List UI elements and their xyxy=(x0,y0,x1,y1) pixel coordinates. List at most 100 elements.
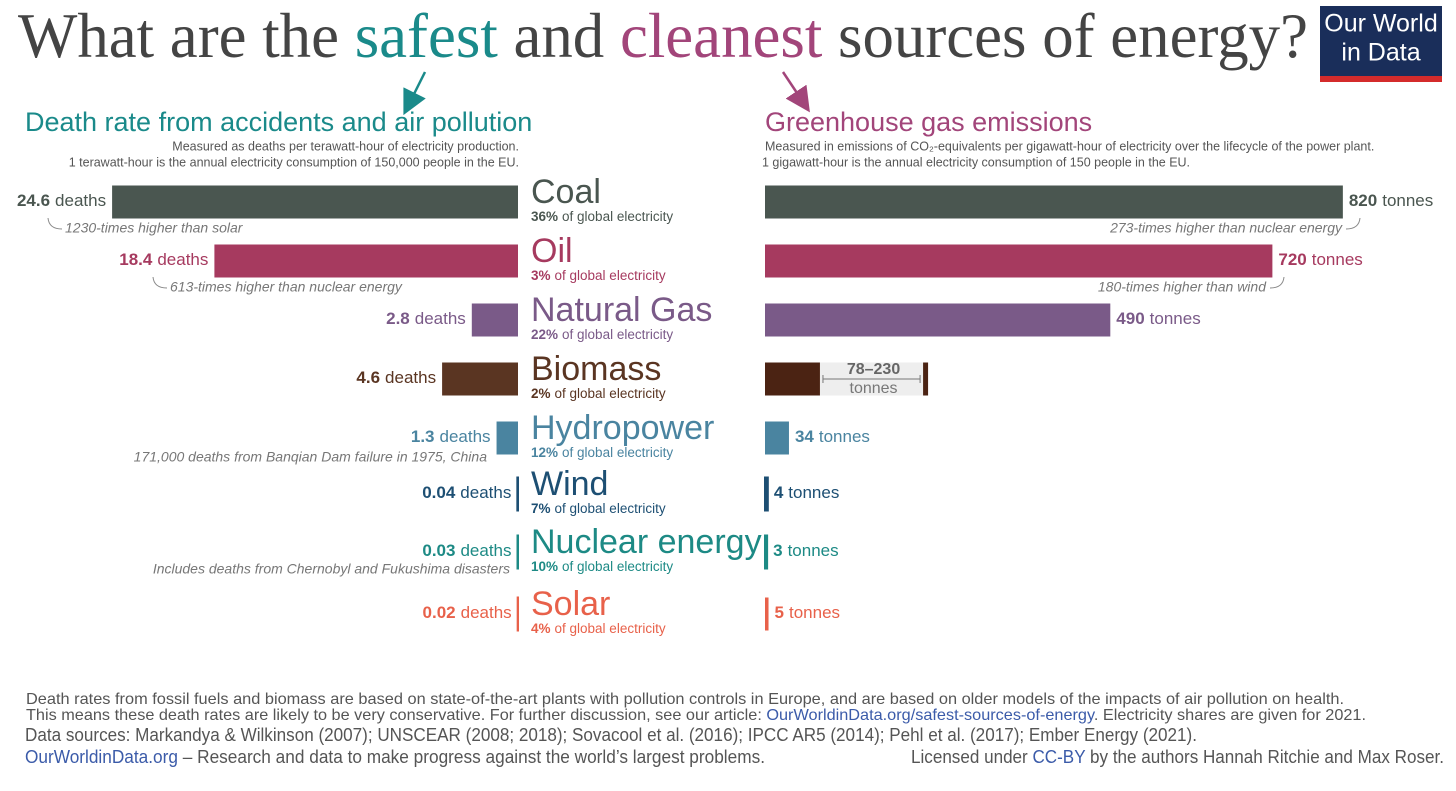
chart-title: Greenhouse gas emissions xyxy=(765,107,1092,137)
title-part: cleanest xyxy=(620,0,823,71)
title-part: sources of energy? xyxy=(822,0,1308,71)
annotation: Includes deaths from Chernobyl and Fukus… xyxy=(153,561,510,577)
range-end xyxy=(923,362,929,396)
value-label: 34 tonnes xyxy=(795,427,870,446)
share-label: 2% of global electricity xyxy=(531,386,666,401)
article-link[interactable]: OurWorldinData.org/safest-sources-of-ene… xyxy=(766,707,1095,724)
footer-text: – Research and data to make progress aga… xyxy=(178,747,765,767)
title-part: safest xyxy=(355,0,498,71)
bar xyxy=(765,244,1273,278)
value-label: 820 tonnes xyxy=(1349,191,1433,210)
logo-text: Our World xyxy=(1324,10,1437,38)
logo-bar xyxy=(1320,76,1442,82)
value-label: 78–230 xyxy=(847,361,900,378)
category-label: Biomass xyxy=(531,350,661,388)
value-unit: deaths xyxy=(385,368,436,387)
page-title: What are the safest and cleanest sources… xyxy=(18,0,1308,71)
value-unit: deaths xyxy=(440,427,491,446)
value-unit: tonnes xyxy=(850,380,898,397)
footer-note: Death rates from fossil fuels and biomas… xyxy=(26,691,1344,708)
value-number: 3 xyxy=(773,541,782,560)
value-number: 720 xyxy=(1278,250,1306,269)
category-label: Nuclear energy xyxy=(531,523,762,561)
chart-subtitle: 1 terawatt-hour is the annual electricit… xyxy=(69,155,519,169)
footer-sources: Data sources: Markandya & Wilkinson (200… xyxy=(25,725,1197,745)
share-label: 4% of global electricity xyxy=(531,621,666,636)
bar xyxy=(764,534,769,570)
arrow xyxy=(781,71,810,113)
share-label: 7% of global electricity xyxy=(531,501,666,516)
logo-box xyxy=(1320,6,1442,76)
share-value: 3% xyxy=(531,268,551,283)
bar xyxy=(765,362,820,396)
value-label: 490 tonnes xyxy=(1116,309,1200,328)
value-label: 1.3 deaths xyxy=(411,427,491,446)
license-link[interactable]: CC-BY xyxy=(1032,747,1085,767)
value-unit: tonnes xyxy=(1382,191,1433,210)
value-label: 0.02 deaths xyxy=(423,603,512,622)
value-number: 0.04 xyxy=(422,483,456,502)
footer: Death rates from fossil fuels and biomas… xyxy=(25,691,1444,767)
share-value: 4% xyxy=(531,621,551,636)
value-number: 820 xyxy=(1349,191,1377,210)
value-unit: tonnes xyxy=(789,603,840,622)
value-unit: deaths xyxy=(157,250,208,269)
note-arrow xyxy=(1269,276,1285,289)
bar xyxy=(765,303,1111,337)
footer-text: . Electricity shares are given for 2021. xyxy=(1094,707,1366,724)
value-unit: deaths xyxy=(55,191,106,210)
category-label: Coal xyxy=(531,173,601,211)
category-label: Wind xyxy=(531,465,608,503)
share-value: 22% xyxy=(531,327,558,342)
chart-subtitle: Measured as deaths per terawatt-hour of … xyxy=(172,139,519,153)
annotation: 613-times higher than nuclear energy xyxy=(170,279,403,295)
share-label: 3% of global electricity xyxy=(531,268,666,283)
value-number: 4.6 xyxy=(356,368,380,387)
value-unit: deaths xyxy=(415,309,466,328)
chart-subtitle: Measured in emissions of CO₂-equivalents… xyxy=(765,139,1374,153)
note-arrow xyxy=(1345,217,1361,230)
chart-subtitle: 1 gigawatt-hour is the annual electricit… xyxy=(762,155,1190,169)
share-suffix: of global electricity xyxy=(555,386,666,401)
share-label: 10% of global electricity xyxy=(531,559,673,574)
value-label: 0.03 deaths xyxy=(422,541,511,560)
bar xyxy=(471,303,518,337)
bar-chart: 820 tonnes 273-times higher than nuclear e… xyxy=(764,185,1433,631)
logo: Our World in Data xyxy=(1320,6,1442,82)
category-label: Hydropower xyxy=(531,409,714,447)
share-value: 12% xyxy=(531,445,558,460)
footer-mission: OurWorldinData.org – Research and data t… xyxy=(25,747,765,767)
note-arrow xyxy=(47,217,63,230)
chart-title: Death rate from accidents and air pollut… xyxy=(25,107,532,137)
share-label: 36% of global electricity xyxy=(531,209,673,224)
share-label: 22% of global electricity xyxy=(531,327,673,342)
value-unit: deaths xyxy=(461,603,512,622)
value-unit: tonnes xyxy=(788,483,839,502)
bar xyxy=(765,421,789,455)
value-unit: deaths xyxy=(460,483,511,502)
bar-chart: 24.6 deaths 1230-times higher than solar Co… xyxy=(17,173,762,636)
title-part: and xyxy=(498,0,620,71)
bar xyxy=(496,421,518,455)
value-number: 2.8 xyxy=(386,309,410,328)
share-suffix: of global electricity xyxy=(555,621,666,636)
category-label: Oil xyxy=(531,232,573,270)
annotation: 171,000 deaths from Banqian Dam failure … xyxy=(134,449,488,465)
value-label: 18.4 deaths xyxy=(119,250,208,269)
bar xyxy=(765,597,769,631)
share-label: 12% of global electricity xyxy=(531,445,673,460)
value-number: 0.02 xyxy=(423,603,456,622)
value-label: 3 tonnes xyxy=(773,541,839,560)
value-unit: tonnes xyxy=(819,427,870,446)
value-unit: tonnes xyxy=(1150,309,1201,328)
share-value: 2% xyxy=(531,386,551,401)
share-suffix: of global electricity xyxy=(555,268,666,283)
share-value: 7% xyxy=(531,501,551,516)
value-number: 1.3 xyxy=(411,427,435,446)
site-link[interactable]: OurWorldinData.org xyxy=(25,747,178,767)
value-label: 4.6 deaths xyxy=(356,368,436,387)
share-suffix: of global electricity xyxy=(562,445,673,460)
bar xyxy=(112,185,518,219)
value-label: 2.8 deaths xyxy=(386,309,466,328)
